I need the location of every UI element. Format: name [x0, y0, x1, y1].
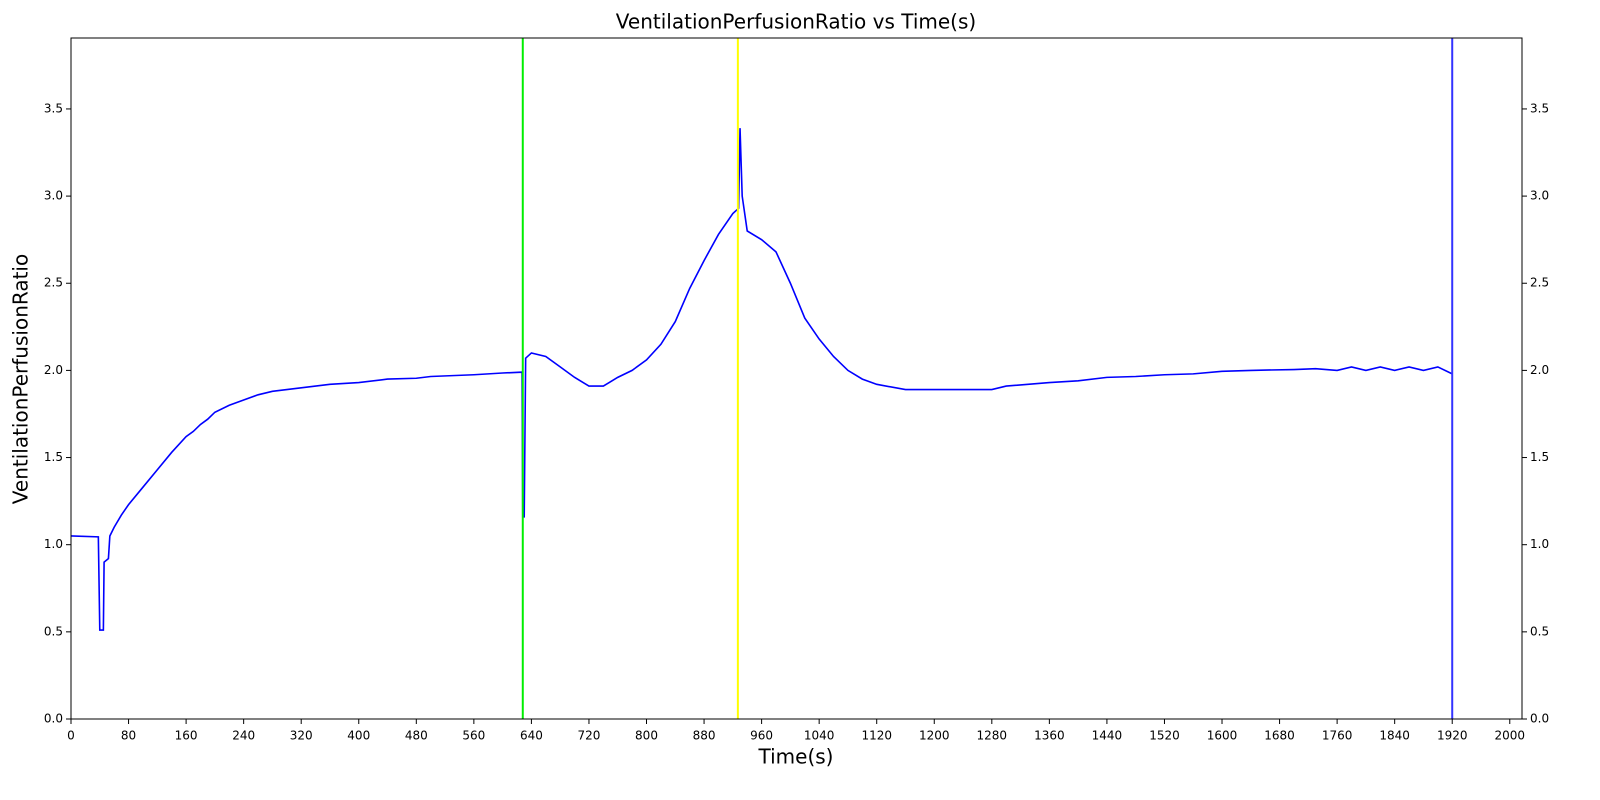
y2-tick-label: 3.0: [1530, 189, 1549, 203]
y2-tick-label: 0.5: [1530, 624, 1549, 638]
y-tick-label: 1.0: [44, 537, 63, 551]
y-tick-label: 2.5: [44, 276, 63, 290]
x-axis-label: Time(s): [758, 745, 834, 769]
x-tick-label: 1120: [861, 729, 892, 743]
y-tick-label: 0.0: [44, 712, 63, 726]
x-tick-label: 1360: [1034, 729, 1065, 743]
data-line: [70, 128, 1453, 631]
x-tick-label: 1600: [1207, 729, 1238, 743]
x-tick-label: 0: [67, 729, 75, 743]
x-tick-label: 800: [635, 729, 658, 743]
x-tick-label: 1920: [1437, 729, 1468, 743]
y-tick-label: 0.5: [44, 624, 63, 638]
plot-frame: [70, 37, 1523, 720]
x-tick-label: 720: [578, 729, 601, 743]
x-tick-label: 880: [693, 729, 716, 743]
x-tick-label: 1280: [977, 729, 1008, 743]
x-tick-label: 480: [405, 729, 428, 743]
x-tick-label: 1520: [1149, 729, 1180, 743]
y2-tick-label: 1.5: [1530, 450, 1549, 464]
y-tick-label: 3.5: [44, 101, 63, 115]
y-axis-label: VentilationPerfusionRatio: [9, 254, 33, 504]
x-tick-label: 1200: [919, 729, 950, 743]
x-tick-label: 1840: [1379, 729, 1410, 743]
x-tick-label: 240: [232, 729, 255, 743]
y-tick-label: 3.0: [44, 189, 63, 203]
x-tick-label: 80: [121, 729, 136, 743]
x-tick-label: 1760: [1322, 729, 1353, 743]
x-tick-label: 560: [462, 729, 485, 743]
x-tick-label: 1040: [804, 729, 835, 743]
y-tick-label: 2.0: [44, 363, 63, 377]
x-tick-label: 960: [750, 729, 773, 743]
x-tick-label: 2000: [1494, 729, 1525, 743]
y2-tick-label: 2.0: [1530, 363, 1549, 377]
y2-tick-label: 0.0: [1530, 712, 1549, 726]
x-tick-label: 160: [175, 729, 198, 743]
chart-title: VentilationPerfusionRatio vs Time(s): [616, 10, 976, 34]
x-tick-label: 400: [347, 729, 370, 743]
y2-tick-label: 1.0: [1530, 537, 1549, 551]
x-tick-label: 640: [520, 729, 543, 743]
y2-tick-label: 2.5: [1530, 276, 1549, 290]
y2-tick-label: 3.5: [1530, 101, 1549, 115]
y-tick-label: 1.5: [44, 450, 63, 464]
x-tick-label: 1440: [1092, 729, 1123, 743]
x-tick-label: 320: [290, 729, 313, 743]
x-tick-label: 1680: [1264, 729, 1295, 743]
